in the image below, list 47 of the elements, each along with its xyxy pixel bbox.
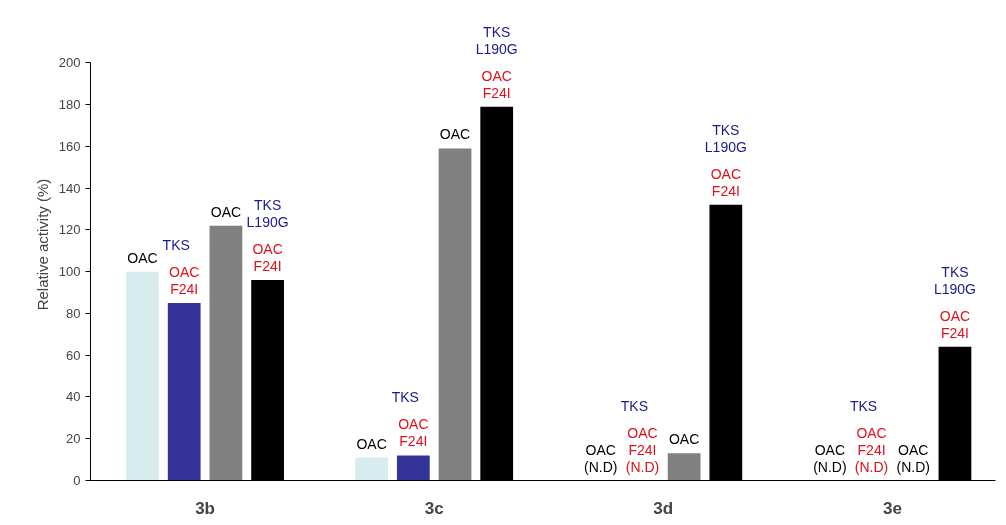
y-tick-label: 60: [66, 347, 81, 363]
y-tick-label: 120: [58, 222, 81, 238]
annotation: TKS: [849, 397, 878, 414]
y-tick-label: 100: [58, 264, 81, 280]
data-label: OAC F24I: [169, 263, 200, 297]
data-label: OAC F24I: [481, 67, 512, 101]
y-tick-label: 20: [66, 431, 81, 447]
data-label: OAC: [356, 435, 387, 452]
text: OAC (N.D): [896, 441, 930, 475]
y-tick-label: 160: [58, 138, 81, 154]
text: TKS L190G: [475, 23, 518, 57]
bar: [438, 148, 472, 481]
y-axis-title: Relative activity (%): [33, 178, 51, 311]
annotation: TKS L190G: [246, 197, 289, 230]
y-tick-label: 0: [73, 473, 81, 488]
annotation: TKS: [162, 236, 190, 253]
annotation: TKS L190G: [704, 121, 747, 155]
annotation: TKS L190G: [933, 263, 976, 297]
bar: [126, 271, 159, 481]
y-tick-label: 40: [66, 389, 81, 405]
data-label: OAC F24I: [252, 241, 283, 274]
y-tick-label: 80: [66, 305, 81, 321]
text: OAC F24I (N.D): [854, 424, 889, 475]
x-tick-label: 3d: [653, 498, 674, 518]
x-tick-label: 3c: [424, 498, 444, 518]
bar: [209, 225, 243, 481]
data-label: OAC: [210, 203, 242, 220]
data-label: OAC: [668, 431, 700, 448]
y-tick-label: 140: [58, 180, 81, 196]
y-tick-label: 180: [58, 97, 81, 113]
y-tick-label: 200: [58, 55, 81, 71]
x-tick-label: 3b: [195, 498, 215, 518]
data-label: OAC F24I: [939, 307, 971, 341]
text: OAC (N.D): [813, 441, 847, 475]
data-label: OAC: [439, 126, 471, 143]
annotation: TKS: [391, 389, 419, 406]
bar: [396, 455, 430, 481]
bar: [167, 302, 201, 481]
x-tick-label: 3e: [882, 498, 902, 518]
annotation: TKS: [620, 397, 649, 414]
data-label: OAC: [127, 249, 158, 266]
bar: [355, 457, 388, 481]
data-label: OAC F24I: [710, 165, 742, 199]
text: OAC F24I (N.D): [625, 424, 660, 475]
data-label: OAC F24I: [398, 416, 429, 450]
bar: [667, 453, 701, 481]
text: OAC (N.D): [584, 441, 618, 475]
